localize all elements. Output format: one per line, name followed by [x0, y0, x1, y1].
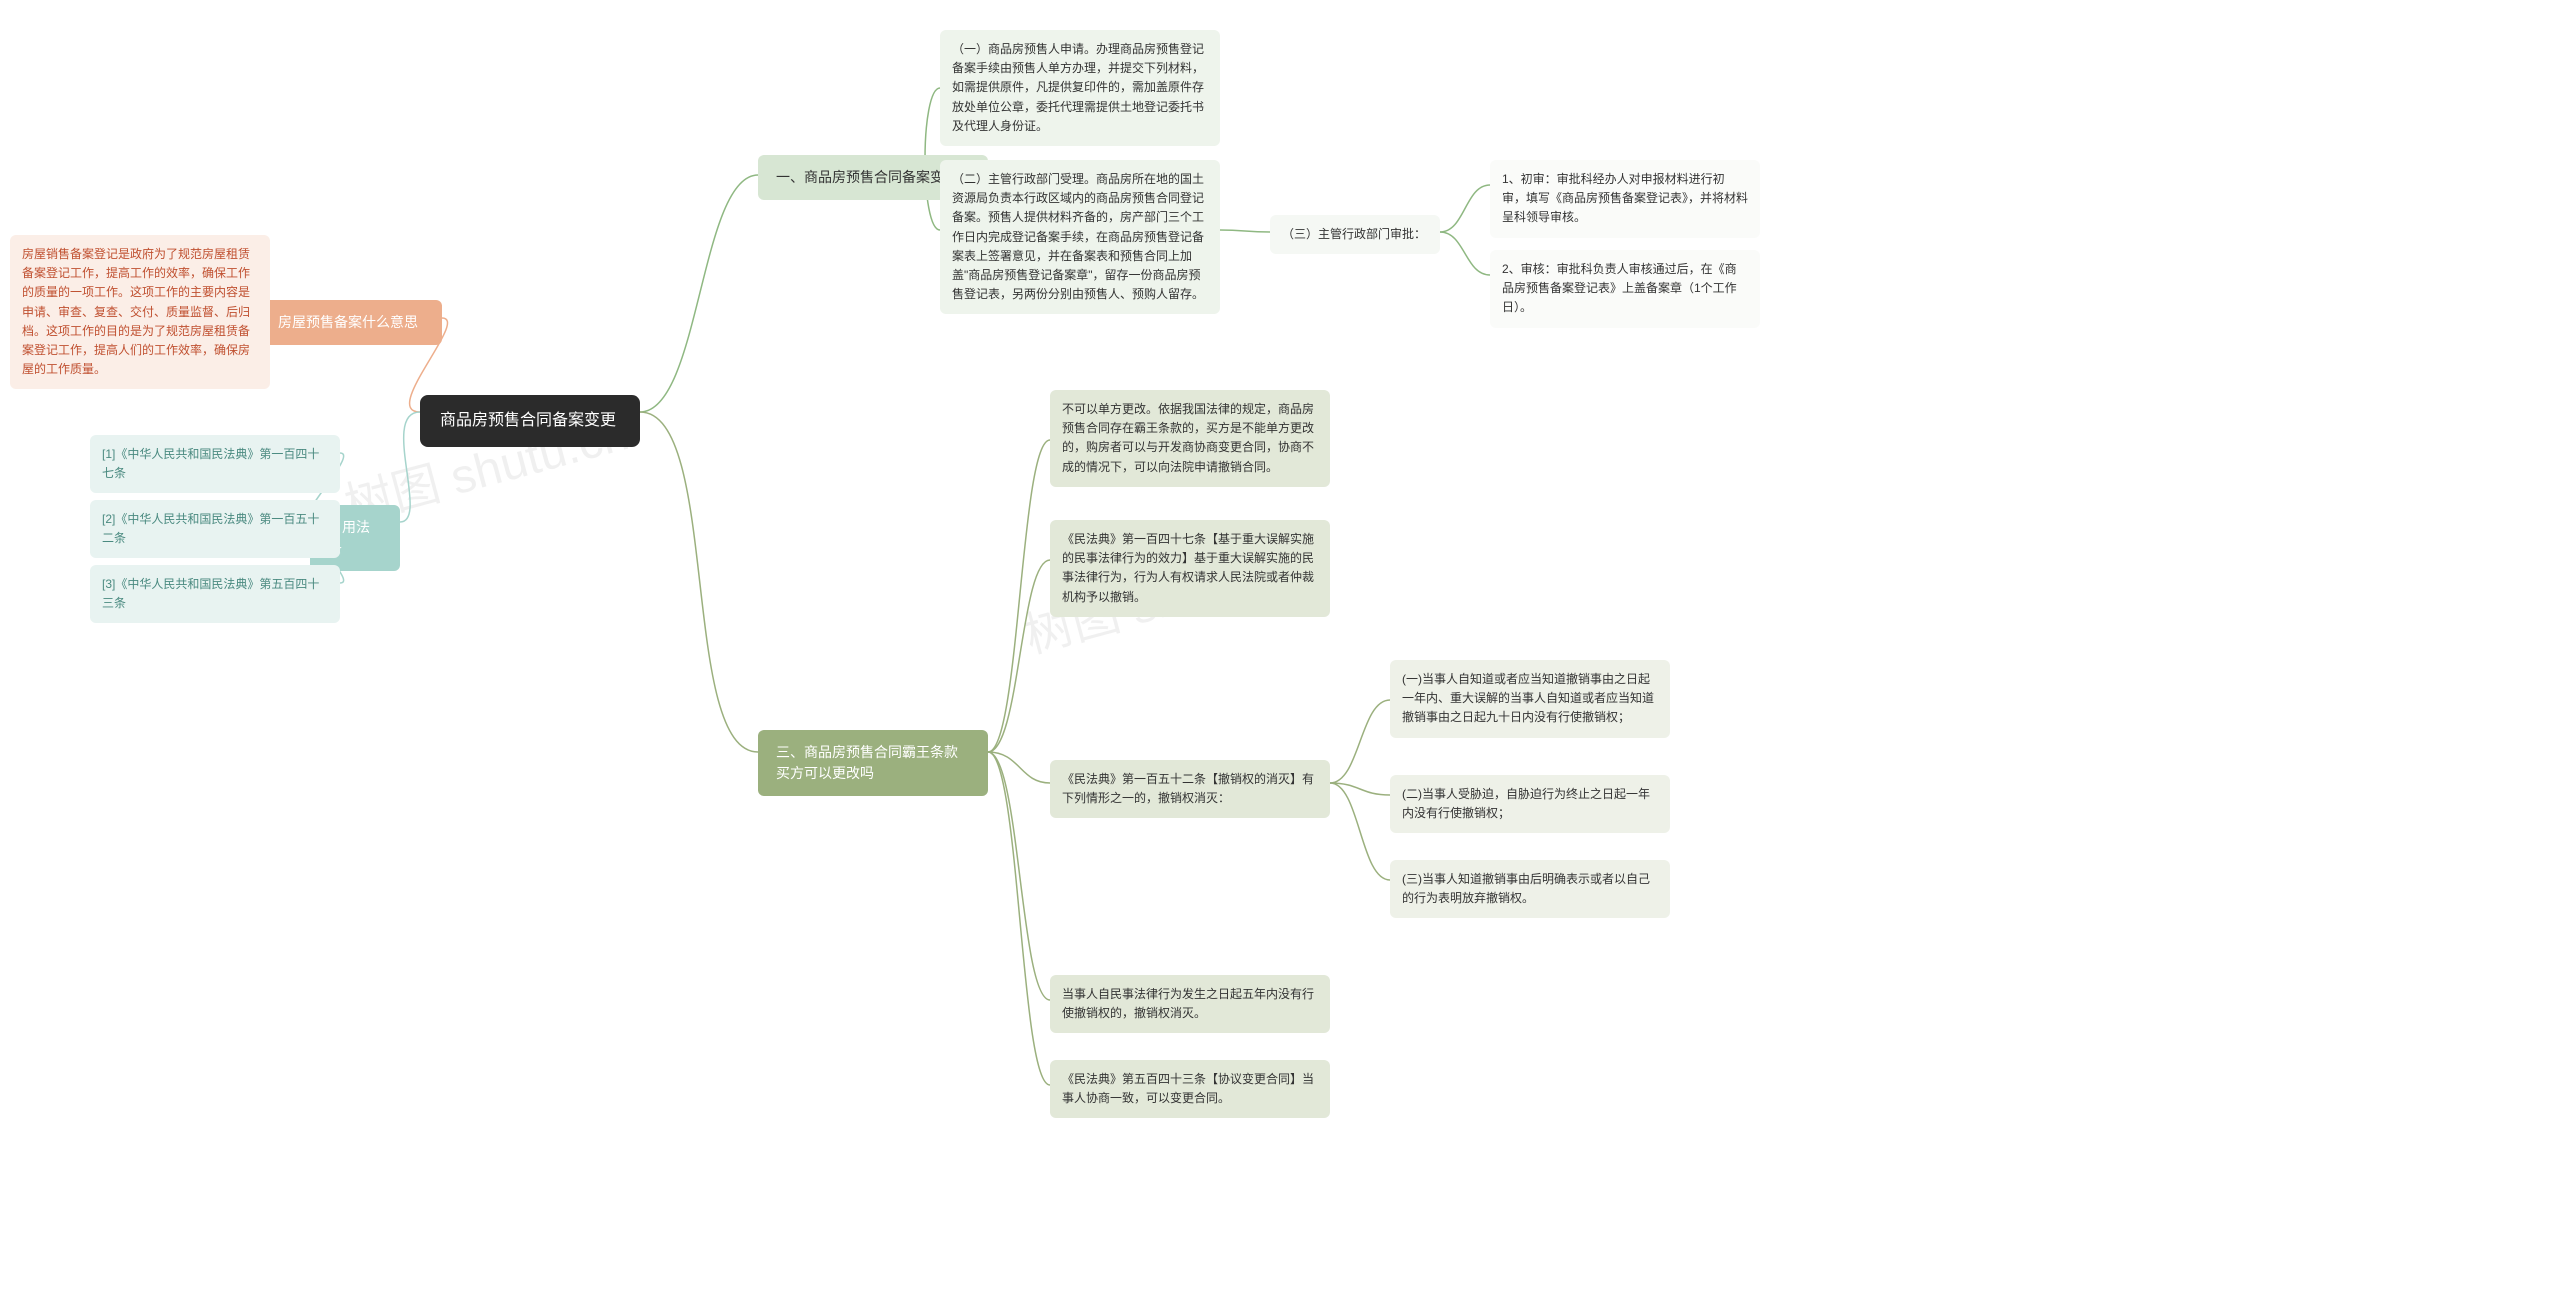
section-1-2-a[interactable]: （三）主管行政部门审批：	[1270, 215, 1440, 254]
section-3-5[interactable]: 《民法典》第五百四十三条【协议变更合同】当事人协商一致，可以变更合同。	[1050, 1060, 1330, 1118]
section-3-3[interactable]: 《民法典》第一百五十二条【撤销权的消灭】有下列情形之一的，撤销权消灭：	[1050, 760, 1330, 818]
section-2-1[interactable]: 房屋销售备案登记是政府为了规范房屋租赁备案登记工作，提高工作的效率，确保工作的质…	[10, 235, 270, 389]
conn-root-s3	[640, 412, 758, 752]
section-3[interactable]: 三、商品房预售合同霸王条款买方可以更改吗	[758, 730, 988, 796]
section-3-1[interactable]: 不可以单方更改。依据我国法律的规定，商品房预售合同存在霸王条款的，买方是不能单方…	[1050, 390, 1330, 487]
conn-s3-3-2	[1330, 783, 1390, 795]
section-4-2[interactable]: [2]《中华人民共和国民法典》第一百五十二条	[90, 500, 340, 558]
conn-s3-s3-1	[988, 440, 1050, 752]
conn-s3-s3-3	[988, 752, 1050, 783]
section-3-3-3[interactable]: (三)当事人知道撤销事由后明确表示或者以自己的行为表明放弃撤销权。	[1390, 860, 1670, 918]
conn-s1-2a-1	[1440, 185, 1490, 232]
conn-root-s4	[400, 412, 420, 522]
section-1-2-a-2[interactable]: 2、审核：审批科负责人审核通过后，在《商品房预售备案登记表》上盖备案章（1个工作…	[1490, 250, 1760, 328]
conn-s3-s3-4	[988, 752, 1050, 1000]
conn-s1-2-branch	[1220, 230, 1270, 232]
conn-s1-2a-2	[1440, 232, 1490, 275]
section-1-2-a-1[interactable]: 1、初审：审批科经办人对申报材料进行初审，填写《商品房预售备案登记表》，并将材料…	[1490, 160, 1760, 238]
conn-s3-3-1	[1330, 700, 1390, 783]
section-3-3-1[interactable]: (一)当事人自知道或者应当知道撤销事由之日起一年内、重大误解的当事人自知道或者应…	[1390, 660, 1670, 738]
section-4-3[interactable]: [3]《中华人民共和国民法典》第五百四十三条	[90, 565, 340, 623]
section-1-2[interactable]: （二）主管行政部门受理。商品房所在地的国土资源局负责本行政区域内的商品房预售合同…	[940, 160, 1220, 314]
conn-s3-s3-2	[988, 560, 1050, 752]
section-3-2[interactable]: 《民法典》第一百四十七条【基于重大误解实施的民事法律行为的效力】基于重大误解实施…	[1050, 520, 1330, 617]
conn-s3-s3-5	[988, 752, 1050, 1085]
section-3-4[interactable]: 当事人自民事法律行为发生之日起五年内没有行使撤销权的，撤销权消灭。	[1050, 975, 1330, 1033]
conn-root-s1	[640, 175, 758, 412]
section-3-3-2[interactable]: (二)当事人受胁迫，自胁迫行为终止之日起一年内没有行使撤销权；	[1390, 775, 1670, 833]
section-1-1[interactable]: （一）商品房预售人申请。办理商品房预售登记备案手续由预售人单方办理，并提交下列材…	[940, 30, 1220, 146]
section-4-1[interactable]: [1]《中华人民共和国民法典》第一百四十七条	[90, 435, 340, 493]
conn-s3-3-3	[1330, 783, 1390, 880]
root-node[interactable]: 商品房预售合同备案变更	[420, 395, 640, 447]
